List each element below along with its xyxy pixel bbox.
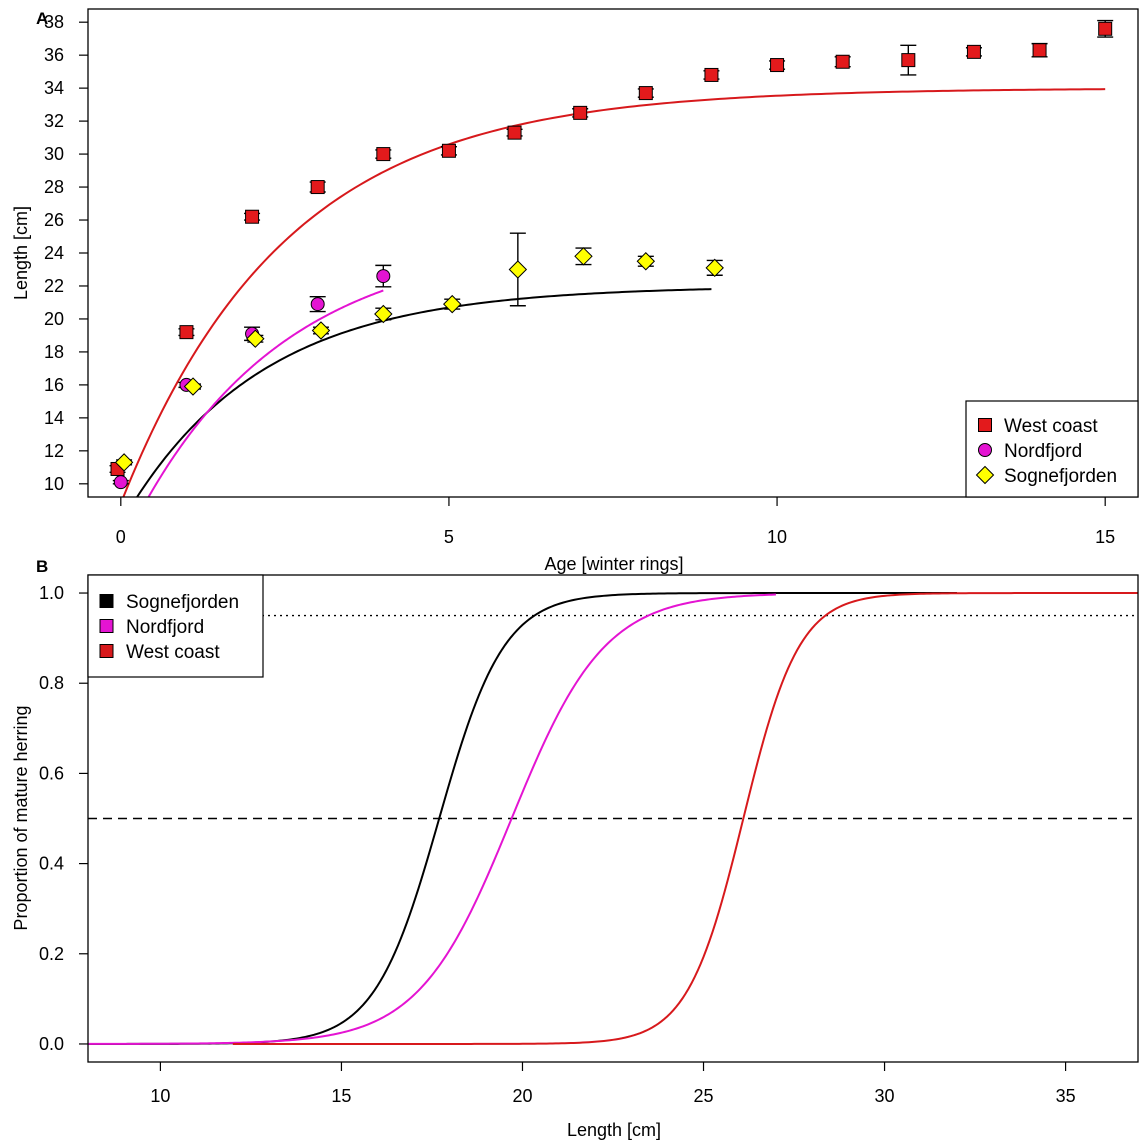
y-tick-label: 0.0 <box>39 1034 64 1054</box>
panel-a-x-label: Age [winter rings] <box>544 554 683 574</box>
data-point-sognefjorden <box>443 294 462 314</box>
x-tick-label: 20 <box>512 1086 532 1106</box>
panel-a-letter: A <box>36 9 48 28</box>
legend-marker-west-coast <box>978 418 992 432</box>
panel-a-y-label: Length [cm] <box>11 206 31 300</box>
legend-label-nordfjord: Nordfjord <box>126 617 204 638</box>
data-point-nordfjord <box>113 475 128 490</box>
y-tick-label: 10 <box>44 474 64 494</box>
y-tick-label: 20 <box>44 309 64 329</box>
y-tick-label: 0.2 <box>39 944 64 964</box>
y-tick-label: 16 <box>44 375 64 395</box>
legend-label-sognefjorden: Sognefjorden <box>126 592 239 613</box>
maturity-curve-west-coast <box>232 592 1138 1045</box>
x-tick-label: 10 <box>150 1086 170 1106</box>
panel-b-plot-box <box>87 574 1139 1063</box>
legend-swatch-west-coast <box>99 644 114 658</box>
data-point-nordfjord <box>310 297 325 312</box>
data-point-sognefjorden <box>374 304 393 324</box>
data-point-sognefjorden <box>705 258 724 278</box>
panel-b-legend: Sognefjorden Nordfjord West coast <box>87 574 264 678</box>
fit-curve-nordfjord <box>147 289 384 497</box>
data-point-sognefjorden <box>508 260 528 279</box>
y-tick-label: 28 <box>44 177 64 197</box>
data-point-west-coast <box>770 58 785 73</box>
y-tick-label: 0.4 <box>39 854 64 874</box>
legend-label-west-coast: West coast <box>1004 416 1098 437</box>
panel-a: A 0 5 10 15 101214161820222426283032343638 … <box>11 8 1139 574</box>
data-point-sognefjorden <box>246 329 265 348</box>
x-tick-label: 5 <box>444 527 454 547</box>
x-tick-label: 15 <box>331 1086 351 1106</box>
data-point-west-coast <box>179 325 194 340</box>
x-tick-label: 25 <box>694 1086 714 1106</box>
x-tick-label: 30 <box>875 1086 895 1106</box>
data-point-nordfjord <box>376 269 391 284</box>
legend-label-west-coast: West coast <box>126 642 220 663</box>
panel-b-curves <box>88 592 1138 1045</box>
panel-b-y-label: Proportion of mature herring <box>11 705 31 930</box>
panel-b-x-label: Length [cm] <box>567 1120 661 1140</box>
data-point-west-coast <box>507 125 522 140</box>
data-point-west-coast <box>638 86 653 101</box>
y-tick-label: 30 <box>44 144 64 164</box>
y-tick-label: 32 <box>44 111 64 131</box>
y-tick-label: 34 <box>44 78 64 98</box>
panel-b-letter: B <box>36 557 48 576</box>
y-tick-label: 1.0 <box>39 583 64 603</box>
legend-box <box>87 574 264 678</box>
data-point-sognefjorden <box>311 321 331 340</box>
data-point-west-coast <box>245 209 260 224</box>
legend-label-nordfjord: Nordfjord <box>1004 441 1082 462</box>
y-tick-label: 38 <box>44 12 64 32</box>
x-tick-label: 15 <box>1095 527 1115 547</box>
y-tick-label: 26 <box>44 210 64 230</box>
data-point-west-coast <box>835 54 850 69</box>
data-point-west-coast <box>1098 21 1113 36</box>
data-point-west-coast <box>310 180 325 195</box>
data-point-west-coast <box>901 53 916 68</box>
data-point-west-coast <box>573 105 588 120</box>
legend-marker-sognefjorden <box>975 465 995 485</box>
data-point-west-coast <box>704 67 719 82</box>
data-point-sognefjorden <box>183 377 203 396</box>
data-point-west-coast <box>966 44 981 59</box>
y-tick-label: 14 <box>44 408 64 428</box>
fit-curve-sognefjorden <box>135 288 712 497</box>
fit-curve-west-coast <box>122 88 1106 497</box>
data-point-west-coast <box>376 147 391 162</box>
panel-a-points <box>110 21 1113 490</box>
y-tick-label: 36 <box>44 45 64 65</box>
y-tick-label: 24 <box>44 243 64 263</box>
y-tick-label: 12 <box>44 441 64 461</box>
panel-b-y-axis: 0.0 0.2 0.4 0.6 0.8 1.0 <box>39 583 88 1054</box>
legend-label-sognefjorden: Sognefjorden <box>1004 466 1117 487</box>
x-tick-label: 35 <box>1056 1086 1076 1106</box>
x-tick-label: 10 <box>767 527 787 547</box>
y-tick-label: 18 <box>44 342 64 362</box>
x-tick-label: 0 <box>116 527 126 547</box>
panel-a-curves <box>122 88 1106 497</box>
data-point-sognefjorden <box>574 247 593 266</box>
y-tick-label: 22 <box>44 276 64 296</box>
panel-a-x-axis: 0 5 10 15 <box>116 497 1115 547</box>
panel-b: B 10 15 20 25 30 35 0.0 0.2 0.4 0.6 0.8 1.0 Length… <box>11 557 1139 1140</box>
legend-swatch-sognefjorden <box>99 594 114 608</box>
legend-swatch-nordfjord <box>99 619 114 633</box>
maturity-curve-nordfjord <box>88 593 776 1045</box>
y-tick-label: 0.8 <box>39 673 64 693</box>
data-point-sognefjorden <box>114 453 134 472</box>
panel-a-y-axis: 10 12 14 16 18 20 22 24 26 28 30 32 34 36 38 <box>44 12 88 494</box>
data-point-west-coast <box>1032 43 1047 58</box>
panel-a-legend: West coast Nordfjord Sognefjorden <box>965 400 1139 498</box>
data-point-sognefjorden <box>636 252 656 271</box>
legend-marker-nordfjord <box>978 443 992 457</box>
data-point-west-coast <box>441 143 456 158</box>
panel-b-x-axis: 10 15 20 25 30 35 <box>150 1062 1076 1106</box>
y-tick-label: 0.6 <box>39 763 64 783</box>
legend-box <box>965 400 1139 498</box>
